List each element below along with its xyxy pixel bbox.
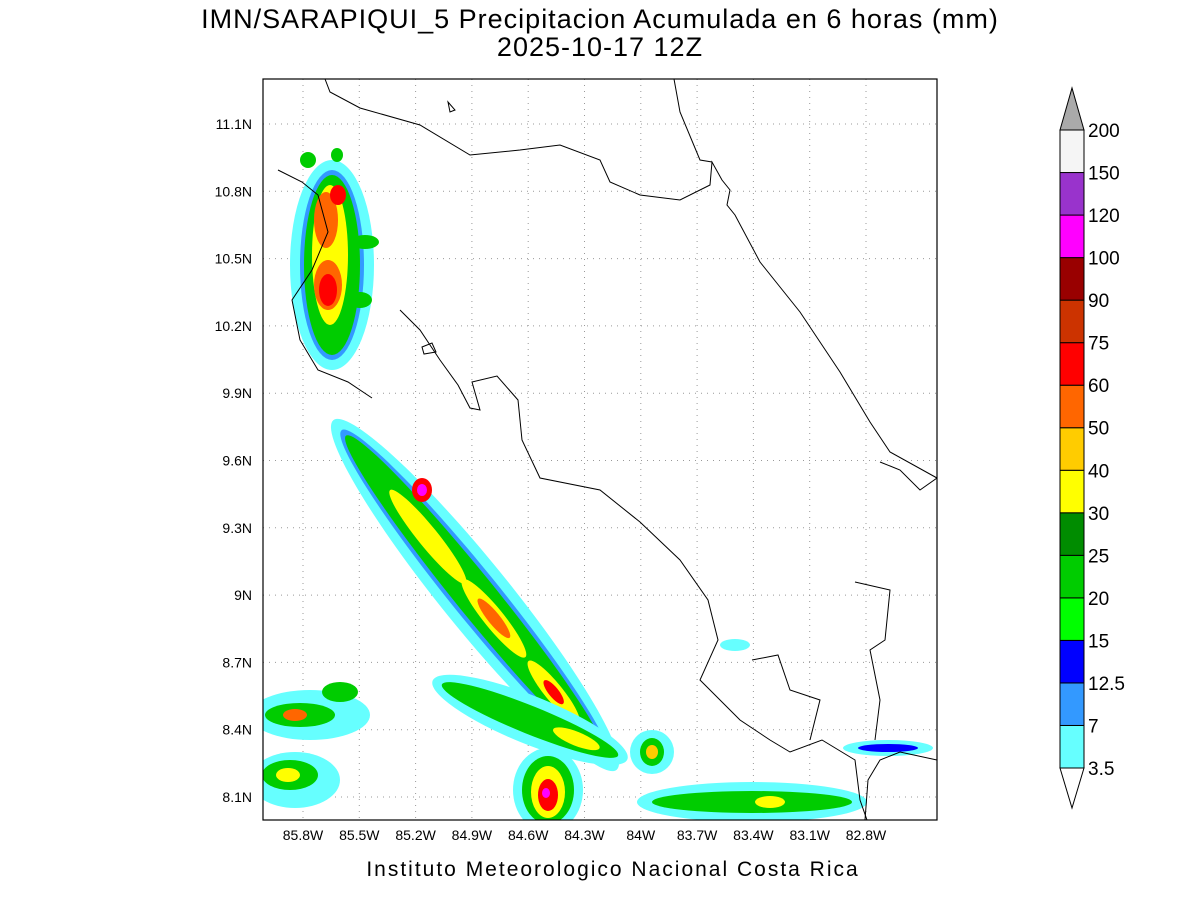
map-frame <box>262 78 938 821</box>
colorbar-box <box>1059 682 1085 726</box>
colorbar-label: 60 <box>1088 376 1109 397</box>
footer: Instituto Meteorologico Nacional Costa R… <box>366 858 859 881</box>
colorbar-label: 3.5 <box>1088 759 1114 780</box>
colorbar-label: 200 <box>1088 121 1120 142</box>
lat-label: 10.5N <box>215 251 252 267</box>
colorbar-box <box>1059 129 1085 174</box>
colorbar-label: 120 <box>1088 206 1120 227</box>
tick-labels: 11.1N 10.8N 10.5N 10.2N 9.9N 9.6N 9.3N 9N 8.7N 8.… <box>215 116 887 843</box>
lon-label: 85.5W <box>339 827 380 843</box>
lon-label: 84.6W <box>508 827 549 843</box>
lat-label: 11.1N <box>216 116 252 132</box>
colorbar-label: 40 <box>1088 461 1109 482</box>
colorbar-box <box>1059 299 1085 344</box>
lon-label: 83.4W <box>733 827 774 843</box>
lon-label: 84.3W <box>564 827 605 843</box>
colorbar-bottom-arrow <box>1059 767 1085 810</box>
lon-label: 82.8W <box>846 827 887 843</box>
colorbar-box <box>1059 597 1085 641</box>
colorbar-label: 50 <box>1088 419 1109 440</box>
lat-label: 8.4N <box>222 722 252 738</box>
lat-label: 8.7N <box>222 654 252 670</box>
colorbar-label: 75 <box>1088 334 1109 355</box>
colorbar-box <box>1059 639 1085 684</box>
lon-label: 83.1W <box>789 827 830 843</box>
colorbar-label: 30 <box>1088 504 1109 525</box>
lat-label: 8.1N <box>222 789 252 805</box>
colorbar-top-arrow <box>1059 86 1085 131</box>
lon-label: 84.9W <box>452 827 493 843</box>
colorbar-label: 12.5 <box>1088 674 1125 695</box>
colorbar-box <box>1059 554 1085 599</box>
title: IMN/SARAPIQUI_5 Precipitacion Acumulada … <box>201 4 999 34</box>
lon-label: 85.2W <box>395 827 436 843</box>
lon-label: 84W <box>626 827 656 843</box>
colorbar-box <box>1059 427 1085 471</box>
colorbar-box <box>1059 342 1085 386</box>
colorbar-label: 15 <box>1088 631 1109 652</box>
lat-label: 9N <box>234 587 252 603</box>
colorbar-box <box>1059 512 1085 556</box>
colorbar-label: 90 <box>1088 291 1109 312</box>
lat-label: 10.8N <box>215 183 252 199</box>
colorbar-label: 100 <box>1088 249 1120 270</box>
colorbar-box <box>1059 384 1085 429</box>
lat-label: 10.2N <box>215 318 252 334</box>
lat-label: 9.9N <box>222 385 252 401</box>
subtitle: 2025-10-17 12Z <box>497 32 703 62</box>
colorbar-box <box>1059 172 1085 216</box>
colorbar-label: 25 <box>1088 546 1109 567</box>
colorbar-box <box>1059 469 1085 514</box>
colorbar-box <box>1059 257 1085 301</box>
lat-label: 9.6N <box>222 453 252 469</box>
colorbar-label: 150 <box>1088 164 1120 185</box>
coastlines <box>277 79 937 820</box>
colorbar-label: 20 <box>1088 589 1109 610</box>
lon-label: 85.8W <box>283 827 324 843</box>
colorbar-box <box>1059 724 1085 769</box>
colorbar-label: 7 <box>1088 716 1099 737</box>
colorbar: 3.5 7 12.5 15 20 25 30 40 50 60 75 90 100 120 150 200 <box>1059 86 1125 810</box>
precipitation <box>263 148 933 820</box>
colorbar-box <box>1059 214 1085 259</box>
lat-label: 9.3N <box>222 520 252 536</box>
lon-label: 83.7W <box>677 827 718 843</box>
